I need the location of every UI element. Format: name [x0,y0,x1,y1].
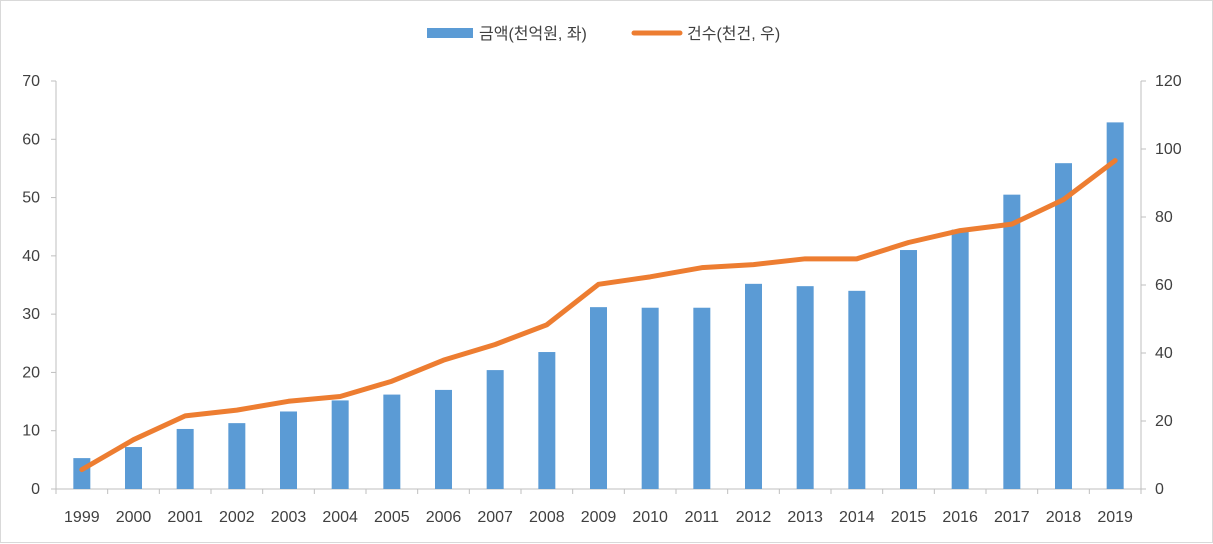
left-tick-label: 30 [22,306,40,323]
bar-2009 [590,307,607,489]
x-tick-label: 2000 [116,509,152,526]
left-tick-label: 40 [22,248,40,265]
bar-2012 [745,284,762,489]
x-tick-label: 2016 [942,509,978,526]
legend: 금액(천억원, 좌) 건수(천건, 우) [427,25,780,43]
right-tick-label: 0 [1155,481,1164,498]
bar-2008 [538,352,555,489]
x-tick-label: 2007 [477,509,513,526]
x-tick-label: 2005 [374,509,410,526]
right-tick-label: 60 [1155,277,1173,294]
x-tick-label: 2013 [787,509,823,526]
x-tick-label: 2009 [581,509,617,526]
x-tick-label: 2010 [632,509,668,526]
x-tick-label: 2004 [322,509,358,526]
bar-2010 [642,308,659,489]
x-tick-label: 2008 [529,509,565,526]
left-tick-label: 0 [31,481,40,498]
bar-2004 [332,400,349,489]
legend-bar-label: 금액(천억원, 좌) [479,25,587,43]
bar-2014 [848,291,865,489]
x-tick-label: 2015 [891,509,927,526]
x-tick-label: 2011 [685,509,720,526]
bar-2003 [280,411,297,489]
legend-bar-swatch [427,28,473,38]
left-tick-label: 70 [22,73,40,90]
bar-2002 [228,423,245,489]
bar-2011 [693,308,710,489]
bar-2019 [1107,122,1124,489]
x-tick-label: 2012 [736,509,772,526]
bar-2013 [797,286,814,489]
bar-2017 [1003,195,1020,489]
bar-2007 [487,370,504,489]
x-tick-label: 1999 [64,509,100,526]
right-tick-label: 80 [1155,209,1173,226]
right-tick-label: 20 [1155,413,1173,430]
bar-2018 [1055,163,1072,489]
bar-1999 [73,458,90,489]
legend-line-label: 건수(천건, 우) [687,25,780,43]
x-tick-label: 2018 [1046,509,1082,526]
left-tick-label: 60 [22,131,40,148]
bar-2016 [952,230,969,489]
x-tick-label: 2002 [219,509,255,526]
left-tick-label: 10 [22,423,40,440]
x-tick-label: 2019 [1097,509,1133,526]
x-tick-label: 2003 [271,509,307,526]
bar-2006 [435,390,452,489]
right-tick-label: 40 [1155,345,1173,362]
bar-2001 [177,429,194,489]
right-tick-label: 100 [1155,141,1182,158]
bar-2015 [900,250,917,489]
left-tick-label: 50 [22,190,40,207]
bar-2000 [125,447,142,489]
x-tick-label: 2006 [426,509,462,526]
bar-2005 [383,395,400,489]
right-tick-label: 120 [1155,73,1182,90]
bar-series [73,122,1123,489]
x-tick-label: 2017 [994,509,1030,526]
x-tick-label: 2001 [167,509,203,526]
x-tick-label: 2014 [839,509,875,526]
left-tick-label: 20 [22,364,40,381]
